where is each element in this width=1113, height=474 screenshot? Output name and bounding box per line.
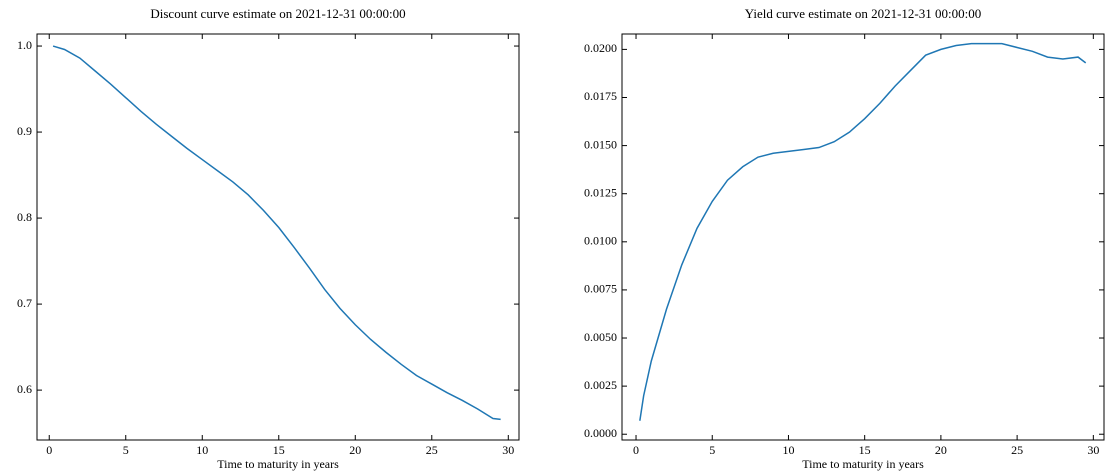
plot-frame <box>36 33 520 441</box>
x-tick-label: 30 <box>1087 443 1099 457</box>
data-line <box>52 45 501 421</box>
y-tick-label: 0.0050 <box>584 330 617 344</box>
y-tick-label: 0.0000 <box>584 426 617 440</box>
chart-title: Yield curve estimate on 2021-12-31 00:00… <box>745 6 981 21</box>
x-tick-label: 20 <box>349 443 361 457</box>
y-tick-label: 0.0075 <box>584 282 617 296</box>
x-tick-label: 5 <box>709 443 715 457</box>
y-tick-label: 0.9 <box>17 124 32 138</box>
y-tick-label: 0.0125 <box>584 185 617 199</box>
plot-frame <box>621 33 1105 441</box>
x-tick-label: 25 <box>426 443 438 457</box>
x-tick-label: 15 <box>859 443 871 457</box>
x-axis-label: Time to maturity in years <box>217 457 339 471</box>
x-tick-label: 30 <box>502 443 514 457</box>
y-tick-label: 0.0150 <box>584 137 617 151</box>
x-tick-label: 15 <box>273 443 285 457</box>
x-tick-label: 5 <box>123 443 129 457</box>
y-tick-label: 0.0175 <box>584 89 617 103</box>
y-tick-label: 1.0 <box>17 38 32 52</box>
chart-title: Discount curve estimate on 2021-12-31 00… <box>150 6 405 21</box>
x-tick-label: 20 <box>935 443 947 457</box>
y-tick-label: 0.8 <box>17 210 32 224</box>
x-tick-label: 10 <box>196 443 208 457</box>
x-tick-label: 10 <box>782 443 794 457</box>
x-tick-label: 0 <box>633 443 639 457</box>
y-tick-label: 0.7 <box>17 296 32 310</box>
y-tick-label: 0.0100 <box>584 234 617 248</box>
y-tick-label: 0.0200 <box>584 41 617 55</box>
x-axis-label: Time to maturity in years <box>802 457 924 471</box>
x-tick-label: 25 <box>1011 443 1023 457</box>
data-line <box>639 42 1087 421</box>
y-tick-label: 0.0025 <box>584 378 617 392</box>
y-tick-label: 0.6 <box>17 382 32 396</box>
x-tick-label: 0 <box>46 443 52 457</box>
